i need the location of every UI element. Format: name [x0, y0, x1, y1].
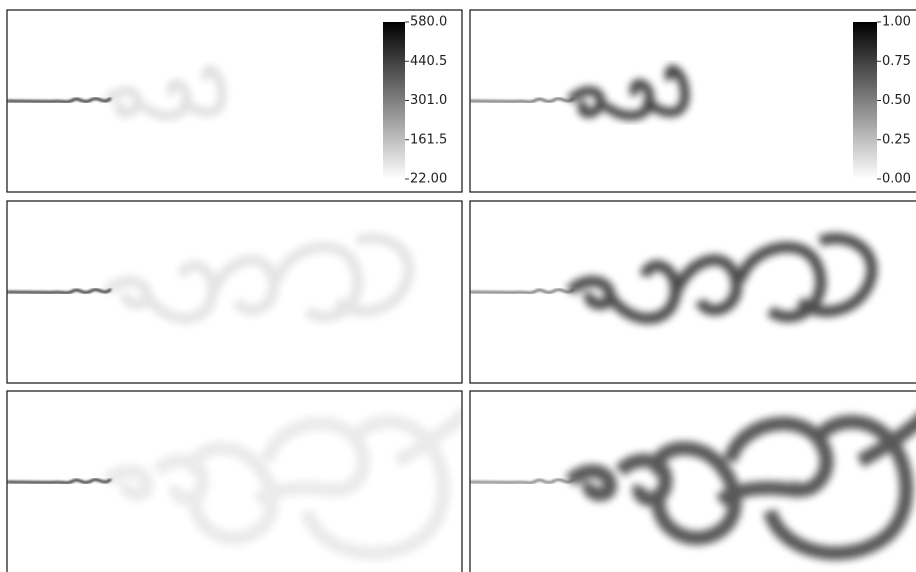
panel — [470, 201, 916, 383]
colorbar-label: 0.75 — [882, 54, 911, 69]
colorbar-label: 301.0 — [410, 93, 447, 108]
colorbar-label: 161.5 — [410, 132, 447, 147]
panel — [7, 391, 467, 572]
panel — [7, 201, 462, 383]
colorbar-label: 0.00 — [882, 172, 911, 187]
colorbar-label: 0.50 — [882, 93, 911, 108]
page: {"colorbars": [ {"ticks": ["580.0", "440… — [0, 0, 916, 572]
figure: 580.0 440.5 301.0 161.5 22.00 1.00 0.75 0.50 0.2… — [0, 0, 916, 572]
panel — [470, 391, 916, 572]
panels — [7, 10, 916, 572]
panel — [470, 10, 916, 192]
colorbar-label: 22.00 — [410, 172, 447, 187]
colorbar-label: 440.5 — [410, 54, 447, 69]
colorbar-label: 1.00 — [882, 15, 911, 30]
colorbar-label: 0.25 — [882, 132, 911, 147]
colorbar — [853, 22, 877, 179]
colorbar-label: 580.0 — [410, 15, 447, 30]
colorbar — [383, 22, 405, 179]
